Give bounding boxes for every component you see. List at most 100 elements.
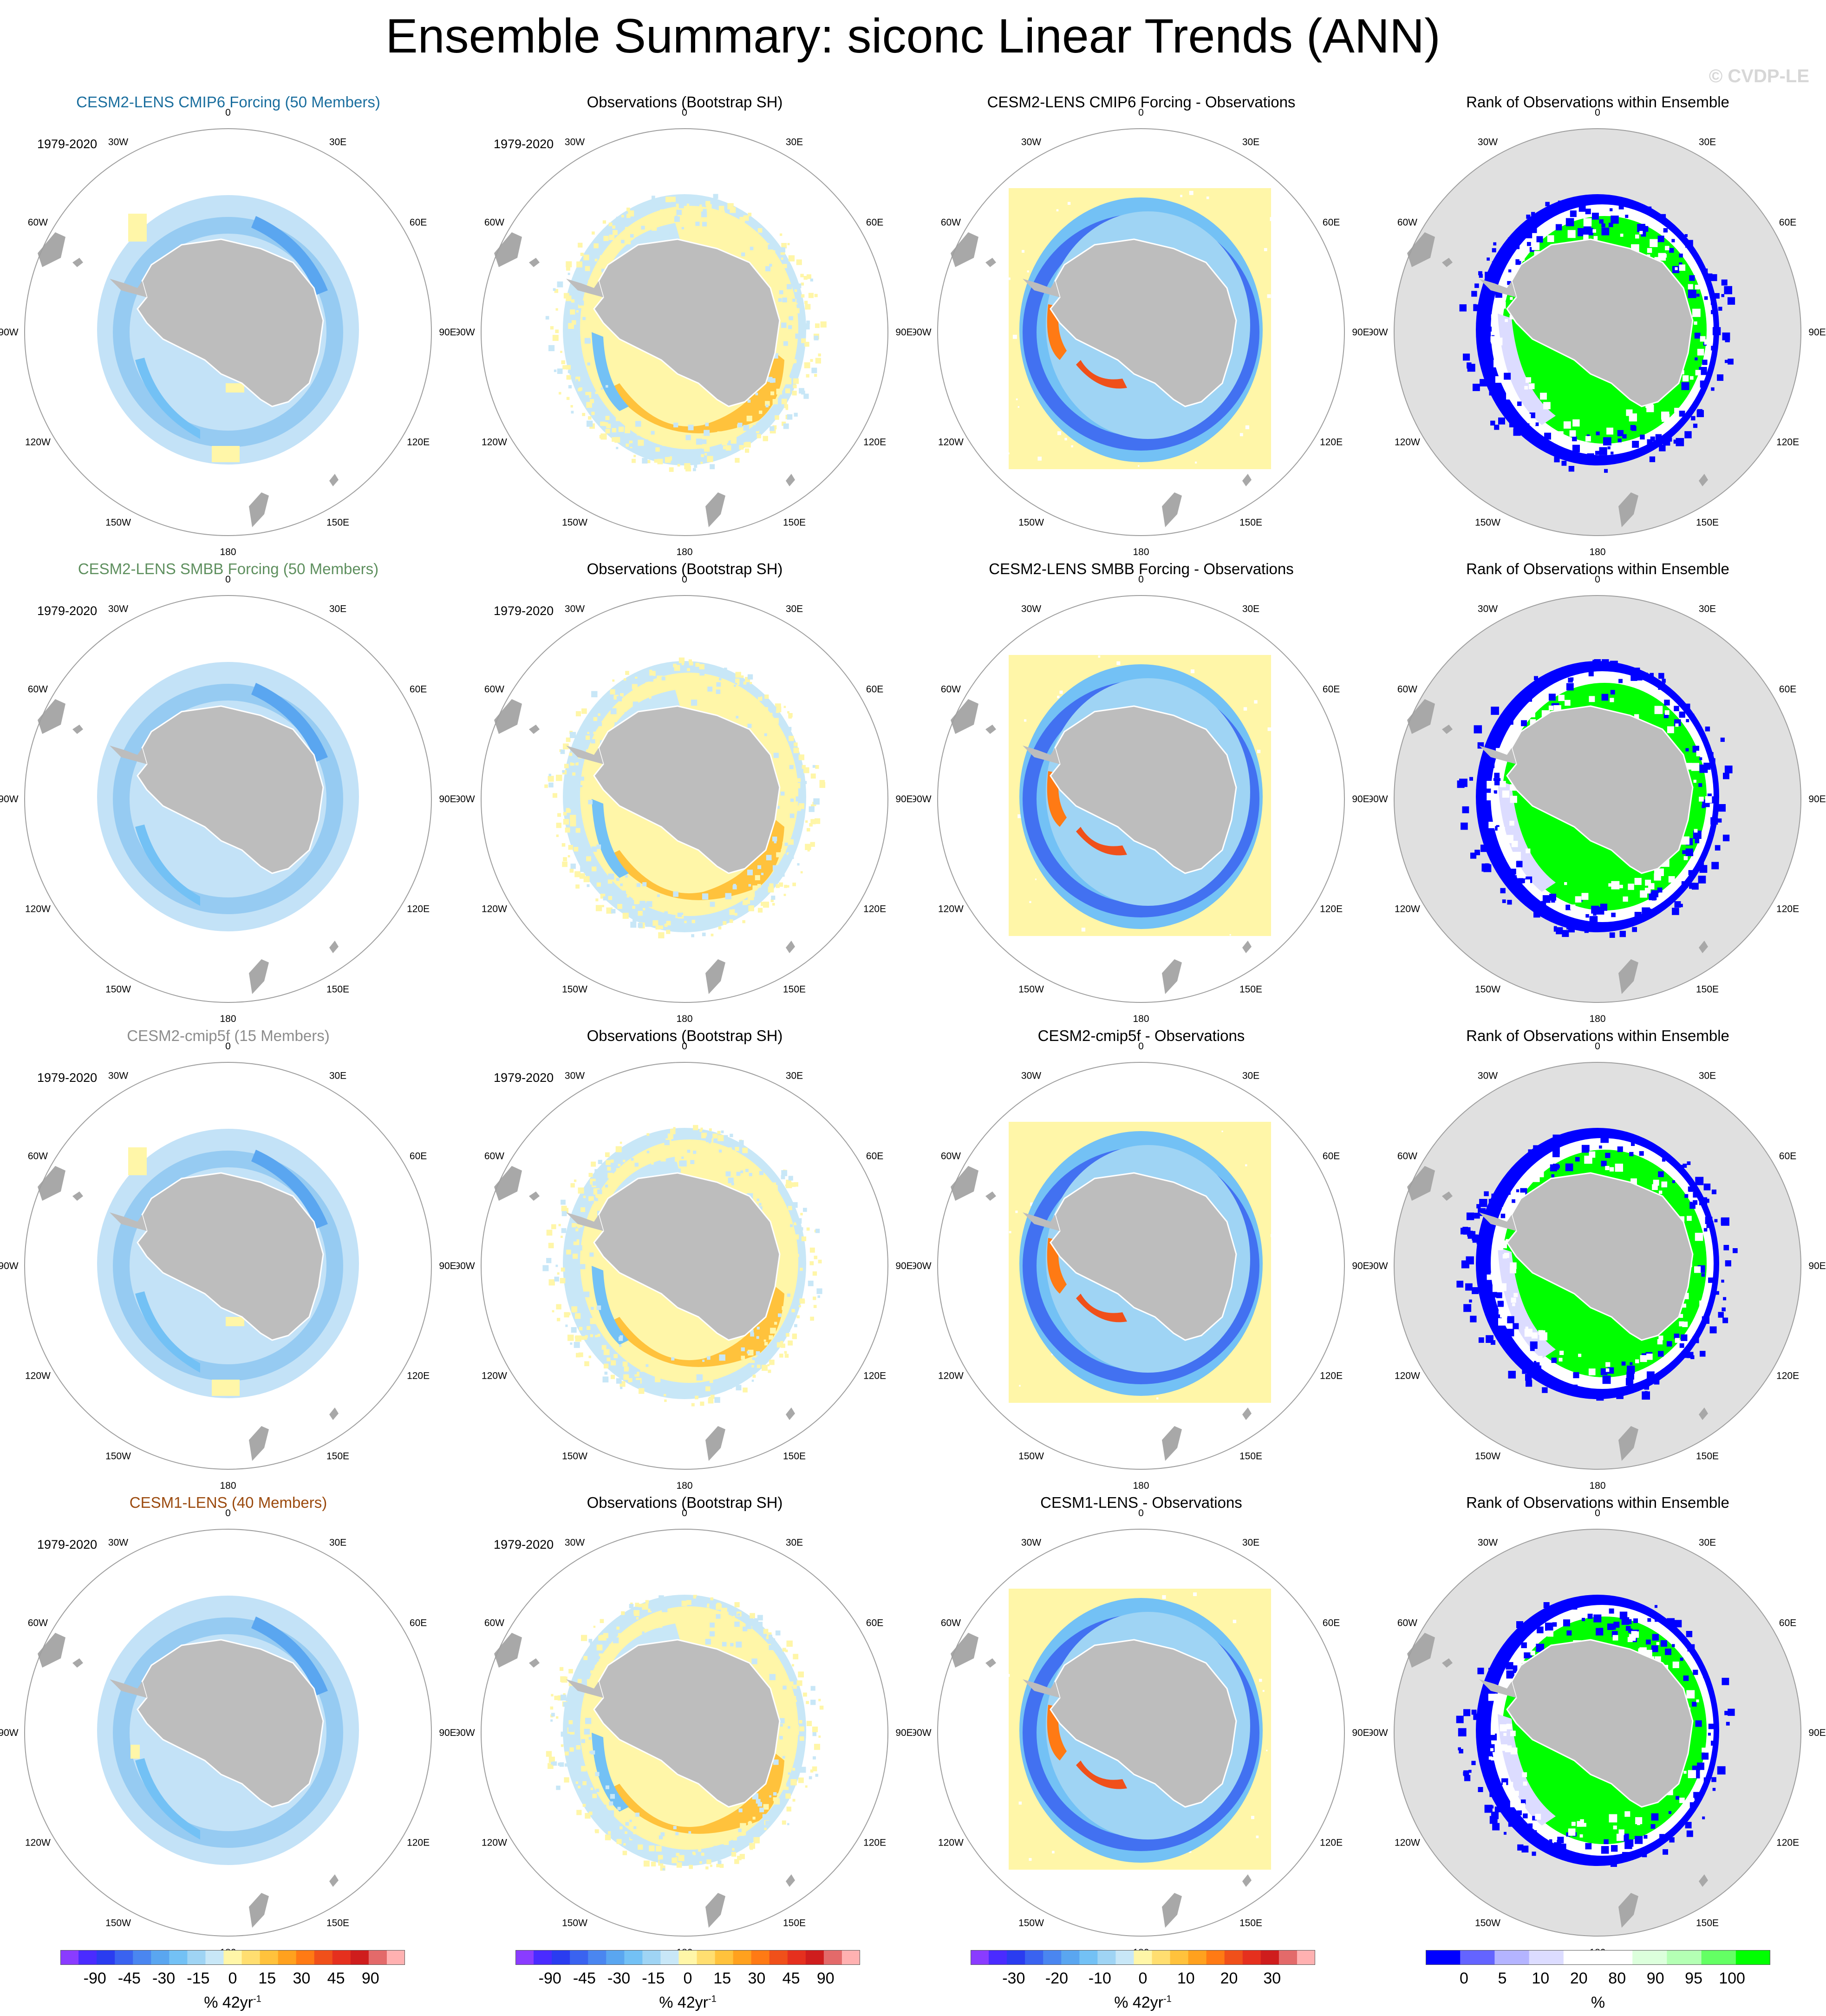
longitude-label: 90W [0, 1728, 19, 1738]
longitude-label: 60W [1397, 684, 1417, 695]
colorbar-tick-label: 30 [748, 1970, 765, 1987]
longitude-label: 90E [895, 327, 913, 338]
longitude-label: 150W [1018, 1918, 1044, 1929]
colorbar-svg: 0 5 10 20 80 90 95 100 [1426, 1950, 1770, 1987]
colorbar-swatch [552, 1950, 570, 1965]
longitude-label: 180 [1133, 547, 1149, 556]
longitude-label: 150E [1239, 1451, 1262, 1462]
panel-title: Observations (Bootstrap SH) [587, 1027, 783, 1044]
longitude-label: 30W [108, 137, 128, 147]
longitude-label: 0 [682, 1041, 687, 1052]
colorbar-swatch [751, 1950, 770, 1965]
longitude-label: 120E [863, 1371, 886, 1381]
longitude-label: 120W [25, 437, 51, 448]
panel-diff: 0 30E 60E 90E 120E 150E 180 150W 120W 90W 60W 30W CE… [913, 555, 1370, 1022]
longitude-label: 120W [482, 437, 507, 448]
longitude-label: 30E [329, 1537, 346, 1548]
longitude-label: 180 [1133, 1480, 1149, 1489]
longitude-label: 0 [1138, 107, 1144, 118]
longitude-label: 150E [1239, 984, 1262, 995]
colorbar-swatch [187, 1950, 206, 1965]
panel-title: CESM2-LENS SMBB Forcing (50 Members) [78, 560, 379, 577]
colorbar-tick-label: 20 [1220, 1970, 1238, 1987]
longitude-label: 0 [225, 1508, 231, 1519]
longitude-label: 120W [1395, 1838, 1420, 1848]
watermark: © CVDP-LE [1709, 66, 1809, 86]
longitude-label: 150E [783, 1451, 806, 1462]
longitude-label: 60E [410, 1151, 427, 1162]
longitude-label: 90W [0, 1261, 19, 1271]
longitude-label: 120E [407, 437, 430, 448]
colorbar-swatch [1115, 1950, 1134, 1965]
colorbar-tick-label: -20 [1045, 1970, 1068, 1987]
longitude-label: 60W [941, 1618, 961, 1629]
longitude-label: 60W [941, 217, 961, 228]
diff-map: 0 30E 60E 90E 120E 150E 180 150W 120W 90W 60W 30W [913, 107, 1370, 556]
panel-title: Rank of Observations within Ensemble [1466, 560, 1729, 577]
colorbar-swatch [1224, 1950, 1243, 1965]
colorbar-swatch [133, 1950, 151, 1965]
longitude-label: 120W [482, 904, 507, 915]
diff-map: 0 30E 60E 90E 120E 150E 180 150W 120W 90W 60W 30W [913, 1041, 1370, 1489]
longitude-label: 60W [28, 1618, 48, 1629]
panel-title: Rank of Observations within Ensemble [1466, 1027, 1729, 1044]
colorbar-tick-label: 45 [327, 1970, 345, 1987]
unit-text: % [1591, 1994, 1605, 2011]
colorbar-svg: -90 -45 -30 -15 0 15 30 45 90 [515, 1950, 860, 1987]
longitude-label: 120E [1776, 437, 1799, 448]
longitude-label: 120E [1776, 1838, 1799, 1848]
longitude-label: 60E [1779, 1618, 1796, 1629]
longitude-label: 90W [456, 1261, 475, 1271]
panel-diff: 0 30E 60E 90E 120E 150E 180 150W 120W 90W 60W 30W CE… [913, 1022, 1370, 1489]
longitude-label: 0 [1138, 574, 1144, 585]
panel-obs: 0 30E 60E 90E 120E 150E 180 150W 120W 90W 60W 30W Ob… [456, 555, 913, 1022]
longitude-label: 30W [565, 137, 585, 147]
period-label: 1979-2020 [494, 604, 554, 618]
longitude-label: 60E [866, 1618, 883, 1629]
longitude-label: 90W [456, 1728, 475, 1738]
longitude-label: 90E [1808, 1728, 1826, 1738]
panel-rank: 0 30E 60E 90E 120E 150E 180 150W 120W 90W 60W 30W Ra… [1370, 88, 1826, 556]
longitude-label: 60E [410, 1618, 427, 1629]
colorbar-tick-label: -45 [118, 1970, 141, 1987]
longitude-label: 60W [1397, 217, 1417, 228]
longitude-label: 90E [1352, 1261, 1369, 1271]
colorbar-swatch [350, 1950, 369, 1965]
colorbar-tick-label: 0 [228, 1970, 237, 1987]
period-label: 1979-2020 [494, 137, 554, 151]
colorbar-tick-label: -15 [642, 1970, 665, 1987]
colorbar-swatch [971, 1950, 989, 1965]
colorbar-tick-label: -30 [607, 1970, 630, 1987]
panel-model: 0 30E 60E 90E 120E 150E 180 150W 120W 90W 60W 30W CE… [0, 1022, 456, 1489]
colorbar-swatch [151, 1950, 170, 1965]
colorbar-swatch [823, 1950, 842, 1965]
longitude-label: 60W [941, 684, 961, 695]
longitude-label: 90E [439, 327, 456, 338]
colorbar-swatch [1529, 1950, 1564, 1965]
longitude-label: 30E [1242, 603, 1259, 614]
longitude-label: 150E [326, 984, 349, 995]
unit-text: % 42yr [659, 1994, 709, 2011]
longitude-label: 180 [1589, 1480, 1605, 1489]
colorbar-unit: % [1528, 1994, 1668, 2012]
longitude-label: 120E [407, 904, 430, 915]
colorbar-swatch [678, 1950, 698, 1965]
colorbar-tick-label: -90 [539, 1970, 561, 1987]
colorbar-tick-label: 90 [1647, 1970, 1664, 1987]
longitude-label: 30W [1021, 137, 1041, 147]
panel-obs: 0 30E 60E 90E 120E 150E 180 150W 120W 90W 60W 30W Ob… [456, 1022, 913, 1489]
longitude-label: 30E [329, 1070, 346, 1081]
longitude-label: 120E [863, 437, 886, 448]
longitude-label: 150W [562, 1451, 587, 1462]
unit-exponent: -1 [708, 1994, 717, 2004]
colorbar-swatch [1025, 1950, 1043, 1965]
longitude-label: 180 [1589, 547, 1605, 556]
longitude-label: 120W [25, 1371, 51, 1381]
colorbar-swatch [169, 1950, 188, 1965]
period-label: 1979-2020 [494, 1071, 554, 1085]
longitude-label: 180 [1589, 1014, 1605, 1022]
